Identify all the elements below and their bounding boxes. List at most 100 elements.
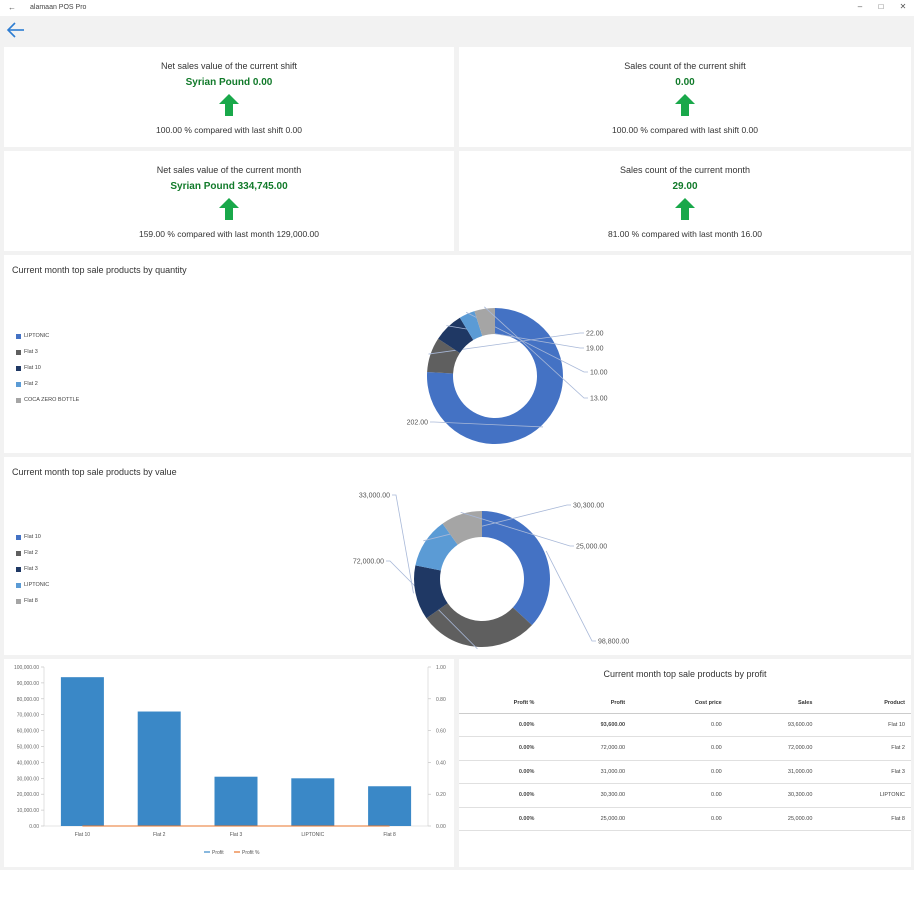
- cell-sales: 25,000.00: [727, 807, 819, 831]
- legend-item[interactable]: COCA ZERO BOTTLE: [16, 392, 79, 408]
- arrow-up-icon: [219, 94, 239, 116]
- y-tick-label: 10,000.00: [17, 808, 39, 814]
- back-arrow-icon[interactable]: [6, 20, 26, 40]
- legend-swatch: [16, 550, 21, 556]
- kpi-compare: 159.00 % compared with last month 129,00…: [138, 229, 320, 239]
- column-header[interactable]: Cost price: [631, 693, 728, 714]
- donut-slice[interactable]: [482, 511, 550, 626]
- column-header[interactable]: Profit %: [459, 693, 541, 714]
- nav-bar: [0, 16, 914, 44]
- legend-swatch: [16, 381, 21, 387]
- donut-slice[interactable]: [426, 603, 532, 647]
- kpi-compare: 81.00 % compared with last month 16.00: [607, 229, 763, 239]
- legend-swatch: [16, 397, 21, 403]
- x-tick-label: Flat 3: [230, 832, 243, 838]
- legend-item[interactable]: Flat 8: [16, 593, 49, 609]
- cell-product: Flat 10: [818, 713, 911, 737]
- y-tick-label: 30,000.00: [17, 776, 39, 782]
- kpi-card-month-sales: Net sales value of the current month Syr…: [4, 151, 454, 251]
- x-tick-label: LIPTONIC: [301, 832, 324, 838]
- arrow-up-icon: [675, 198, 695, 220]
- cell-profit-percent: 0.00%: [459, 783, 541, 808]
- data-label: 10.00: [590, 370, 608, 377]
- cell-cost-price: 0.00: [631, 807, 728, 831]
- kpi-title: Sales count of the current month: [619, 165, 751, 175]
- donut-slice[interactable]: [415, 523, 458, 571]
- kpi-title: Net sales value of the current shift: [160, 61, 298, 71]
- profit-table: Profit % Profit Cost price Sales Product…: [459, 693, 911, 831]
- quantity-donut-chart: 202.00 22.00 19.00 10.00 13.00: [407, 306, 608, 444]
- legend-swatch: [16, 582, 21, 588]
- legend-item[interactable]: Flat 3: [16, 344, 79, 360]
- cell-cost-price: 0.00: [631, 783, 728, 808]
- column-header[interactable]: Sales: [727, 693, 819, 714]
- donut-slice[interactable]: [427, 308, 564, 444]
- legend-item[interactable]: Flat 10: [16, 360, 79, 376]
- cell-cost-price: 0.00: [631, 736, 728, 761]
- minimize-button[interactable]: –: [857, 2, 863, 11]
- data-label: 25,000.00: [576, 544, 607, 551]
- titlebar-back-button[interactable]: ←: [8, 3, 16, 12]
- section-title: Current month top sale products by quant…: [12, 265, 187, 275]
- legend-item[interactable]: LIPTONIC: [16, 577, 49, 593]
- table-row[interactable]: 0.00% 93,600.00 0.00 93,600.00 Flat 10: [459, 713, 911, 737]
- chart-legend: LIPTONIC Flat 3 Flat 10 Flat 2 COCA ZERO…: [16, 328, 79, 408]
- legend-swatch: [16, 566, 21, 572]
- y2-tick-label: 1.00: [436, 665, 446, 671]
- cell-profit: 25,000.00: [540, 807, 632, 831]
- y2-tick-label: 0.00: [436, 824, 446, 830]
- bar[interactable]: [60, 677, 104, 826]
- window-title: alamaan POS Pro: [30, 4, 87, 11]
- table-row[interactable]: 0.00% 25,000.00 0.00 25,000.00 Flat 8: [459, 807, 911, 831]
- donut-slice[interactable]: [414, 565, 448, 619]
- leader-line: [386, 560, 478, 650]
- legend-item[interactable]: LIPTONIC: [16, 328, 79, 344]
- close-button[interactable]: ✕: [899, 2, 907, 11]
- y2-tick-label: 0.40: [436, 760, 446, 766]
- arrow-up-icon: [219, 198, 239, 220]
- table-row[interactable]: 0.00% 30,300.00 0.00 30,300.00 LIPTONIC: [459, 783, 911, 808]
- donut-slice[interactable]: [438, 317, 474, 354]
- kpi-value: Syrian Pound 0.00: [185, 77, 273, 88]
- data-label: 30,300.00: [573, 503, 604, 510]
- legend-label: Profit: [212, 850, 224, 856]
- chart-legend: Flat 10 Flat 2 Flat 3 LIPTONIC Flat 8: [16, 529, 49, 609]
- cell-cost-price: 0.00: [631, 760, 728, 784]
- legend-item[interactable]: Flat 2: [16, 376, 79, 392]
- column-header[interactable]: Profit: [540, 693, 632, 714]
- arrow-up-icon: [675, 94, 695, 116]
- donut-slice[interactable]: [427, 338, 460, 374]
- table-row[interactable]: 0.00% 31,000.00 0.00 31,000.00 Flat 3: [459, 760, 911, 784]
- kpi-title: Net sales value of the current month: [156, 165, 302, 175]
- legend-swatch: [16, 598, 21, 604]
- donut-slice[interactable]: [459, 311, 483, 341]
- legend-label: Profit %: [242, 850, 260, 856]
- cell-profit: 31,000.00: [540, 760, 632, 784]
- legend-item[interactable]: Flat 2: [16, 545, 49, 561]
- column-header[interactable]: Product: [818, 693, 911, 714]
- y-tick-label: 20,000.00: [17, 792, 39, 798]
- y-tick-label: 90,000.00: [17, 681, 39, 687]
- cell-profit: 30,300.00: [540, 783, 632, 808]
- kpi-card-shift-sales: Net sales value of the current shift Syr…: [4, 47, 454, 147]
- bar[interactable]: [368, 786, 412, 826]
- donut-slice[interactable]: [442, 511, 482, 545]
- kpi-value: 29.00: [672, 181, 698, 192]
- legend-swatch: [16, 365, 21, 371]
- donut-slice[interactable]: [474, 308, 495, 336]
- kpi-compare: 100.00 % compared with last shift 0.00: [156, 125, 302, 135]
- data-label: 33,000.00: [359, 493, 390, 500]
- bar[interactable]: [214, 776, 258, 826]
- bar[interactable]: [137, 711, 181, 826]
- cell-product: Flat 8: [818, 807, 911, 831]
- legend-item[interactable]: Flat 3: [16, 561, 49, 577]
- maximize-button[interactable]: □: [878, 2, 884, 11]
- legend-item[interactable]: Flat 10: [16, 529, 49, 545]
- data-label: 98,800.00: [598, 639, 629, 646]
- dashboard: Net sales value of the current shift Syr…: [0, 44, 914, 870]
- cell-sales: 72,000.00: [727, 736, 819, 761]
- cell-product: Flat 2: [818, 736, 911, 761]
- table-row[interactable]: 0.00% 72,000.00 0.00 72,000.00 Flat 2: [459, 736, 911, 761]
- bar[interactable]: [291, 778, 335, 826]
- x-tick-label: Flat 2: [153, 832, 166, 838]
